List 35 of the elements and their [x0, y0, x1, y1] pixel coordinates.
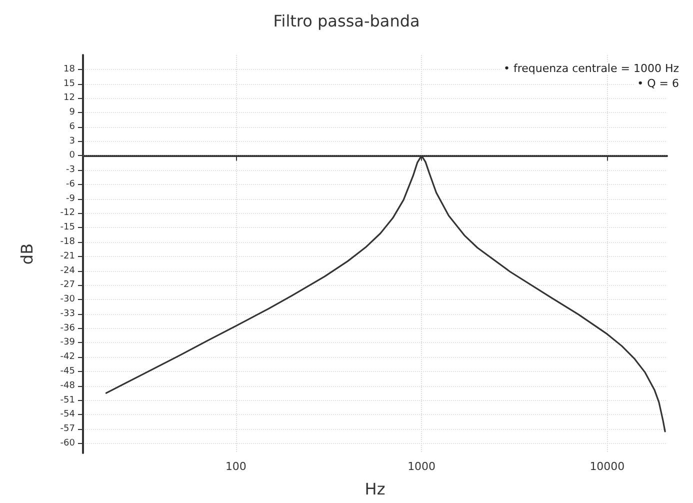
y-tick-label: -30: [60, 294, 76, 305]
y-tick-label: -15: [60, 222, 75, 233]
y-tick-label: 12: [64, 93, 75, 104]
y-tick-label: -48: [60, 380, 76, 391]
y-tick-label: -18: [60, 237, 76, 248]
y-tick-label: -33: [60, 308, 75, 319]
y-tick-label: -6: [66, 179, 76, 190]
x-tick-label: 1000: [408, 460, 436, 473]
y-tick-label: -39: [60, 338, 76, 348]
chart-title: Filtro passa-banda: [273, 12, 420, 30]
y-tick-label: -45: [60, 366, 75, 376]
y-tick-label: 0: [69, 150, 76, 161]
y-tick-label: -42: [60, 352, 75, 362]
y-tick-label: -60: [60, 438, 76, 448]
x-tick-label: 10000: [590, 460, 625, 473]
y-tick-label: -54: [60, 410, 76, 420]
y-tick-label: -57: [60, 424, 75, 434]
y-tick-label: -36: [60, 323, 76, 334]
y-tick-label: 6: [69, 122, 76, 132]
y-tick-label: -24: [60, 266, 76, 276]
y-axis-title: dB: [18, 243, 36, 265]
x-axis-title: Hz: [364, 480, 386, 498]
x-tick-label: 100: [225, 460, 246, 473]
annotation: • Q = 6: [637, 77, 680, 90]
y-tick-label: -3: [66, 165, 75, 176]
y-tick-label: 9: [69, 108, 76, 118]
y-tick-label: 18: [64, 64, 76, 74]
y-tick-label: -51: [60, 395, 75, 406]
annotation: • frequenza centrale = 1000 Hz: [503, 62, 680, 75]
y-tick-label: -21: [60, 251, 75, 262]
y-tick-label: -9: [66, 194, 76, 204]
y-tick-label: -27: [60, 280, 75, 290]
y-tick-label: -12: [60, 208, 75, 218]
y-tick-label: 3: [69, 136, 75, 146]
y-tick-label: 15: [64, 78, 75, 89]
